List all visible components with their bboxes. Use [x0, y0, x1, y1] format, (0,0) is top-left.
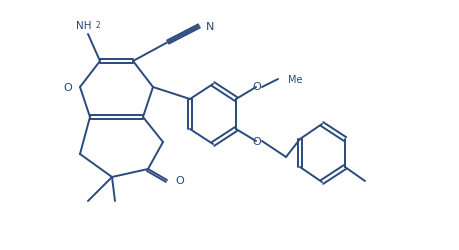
Text: Me: Me	[287, 75, 302, 85]
Text: 2: 2	[96, 22, 101, 30]
Text: O: O	[63, 83, 72, 93]
Text: NH: NH	[76, 21, 91, 31]
Text: N: N	[206, 22, 214, 32]
Text: O: O	[252, 82, 261, 92]
Text: O: O	[174, 175, 183, 185]
Text: O: O	[252, 136, 261, 146]
